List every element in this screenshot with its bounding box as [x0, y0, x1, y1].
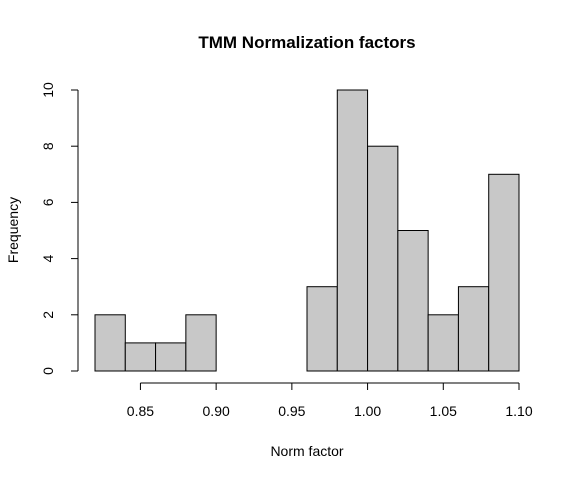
histogram-bar	[94, 314, 126, 372]
y-axis-label: Frequency	[5, 197, 21, 263]
x-tick-label: 0.85	[127, 403, 154, 419]
histogram-bar	[488, 173, 520, 372]
x-tick-label: 1.05	[430, 403, 457, 419]
y-tick-label: 10	[40, 82, 56, 98]
x-axis-label: Norm factor	[270, 443, 343, 459]
histogram-bar	[155, 342, 187, 372]
y-tick-label: 2	[40, 311, 56, 319]
x-tick-label: 0.95	[278, 403, 305, 419]
x-tick-label: 1.10	[505, 403, 532, 419]
histogram-bar	[306, 286, 338, 372]
x-tick-label: 1.00	[354, 403, 381, 419]
y-axis: 0 2 4 6 8 10	[40, 82, 79, 375]
histogram-bar	[336, 89, 369, 372]
histogram-bar	[397, 230, 429, 372]
x-tick-label: 0.90	[203, 403, 230, 419]
histogram-bar	[124, 342, 157, 372]
chart-title: TMM Normalization factors	[198, 33, 415, 52]
histogram-bar	[185, 314, 217, 372]
histogram-bar	[367, 145, 399, 372]
x-axis: 0.85 0.90 0.95 1.00 1.05 1.10	[127, 382, 533, 419]
y-tick-label: 4	[40, 254, 56, 262]
y-tick-label: 6	[40, 198, 56, 206]
histogram-bar	[457, 286, 490, 372]
histogram-bar	[427, 314, 459, 372]
y-tick-label: 8	[40, 142, 56, 150]
y-tick-label: 0	[40, 367, 56, 375]
bars-group	[94, 89, 520, 372]
